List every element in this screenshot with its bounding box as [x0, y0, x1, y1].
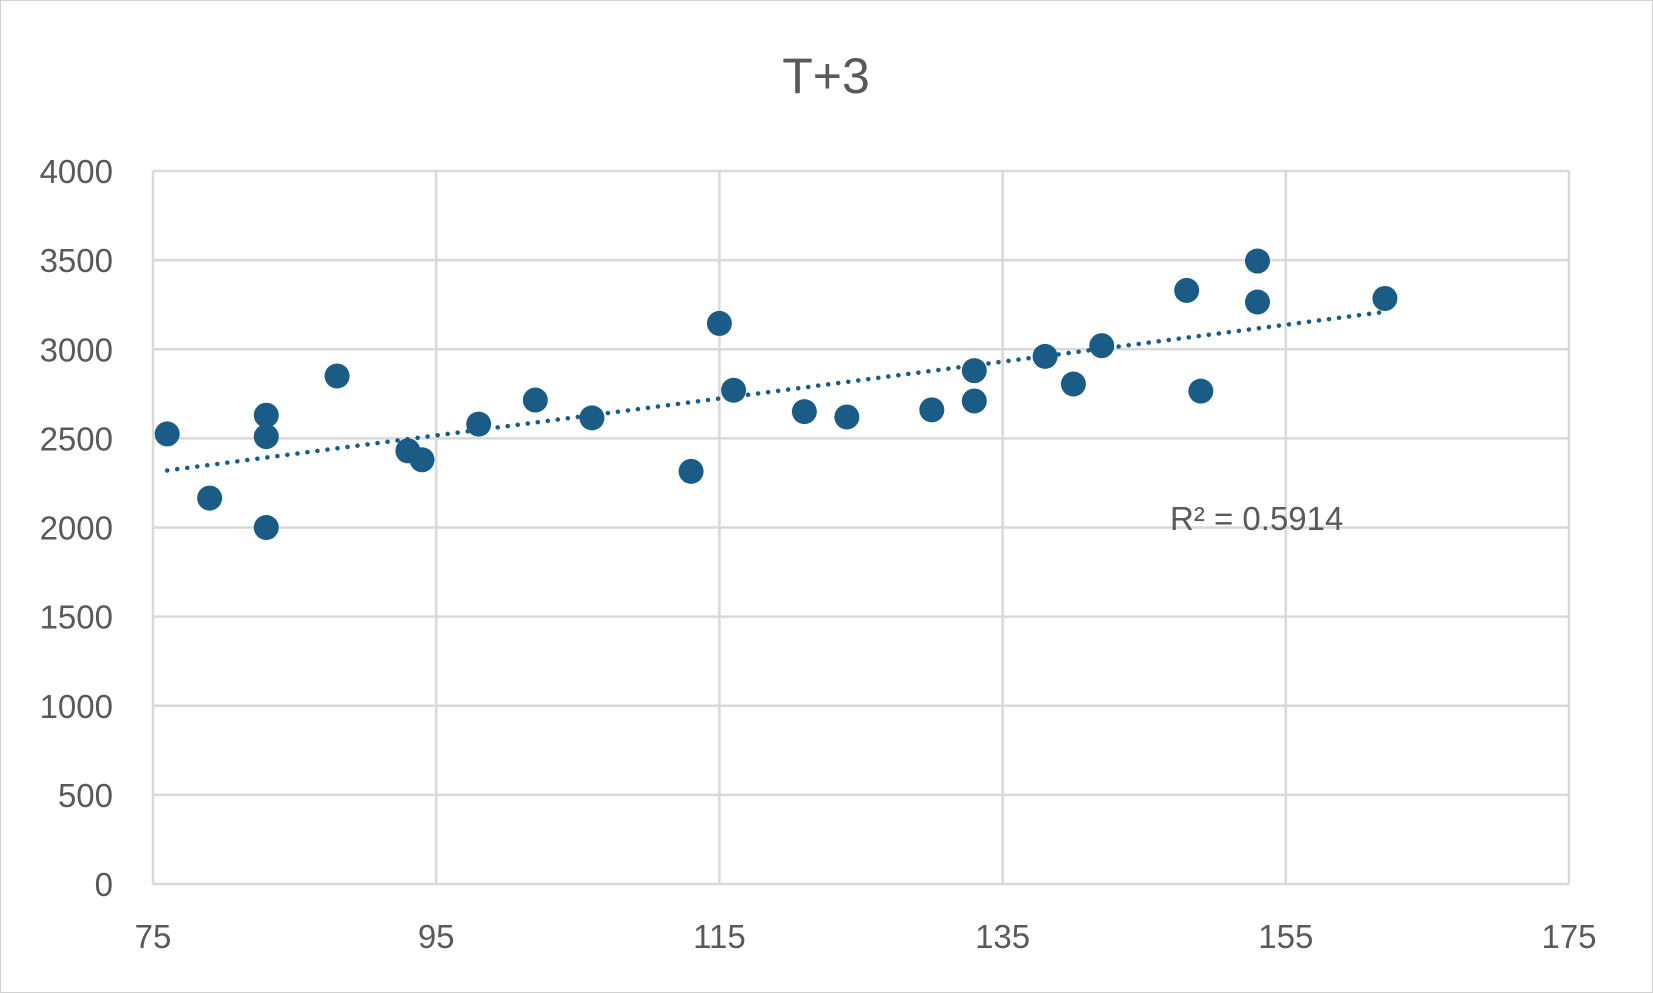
y-tick-label: 1500 — [40, 599, 113, 636]
y-tick-label: 4000 — [40, 153, 113, 190]
y-tick-label: 3500 — [40, 242, 113, 279]
chart-title: T+3 — [782, 48, 870, 104]
x-tick-label: 115 — [693, 918, 746, 955]
data-point — [1244, 289, 1270, 315]
data-point — [253, 424, 279, 450]
data-point — [678, 458, 704, 484]
y-axis-ticks: 0 500 1000 1500 2000 2500 3000 3500 4000 — [40, 153, 113, 903]
data-point — [324, 363, 350, 389]
data-point — [919, 397, 945, 423]
r-squared-label: R² = 0.5914 — [1170, 500, 1343, 537]
data-point — [253, 402, 279, 428]
y-tick-label: 2500 — [40, 420, 113, 457]
data-points — [154, 248, 1398, 540]
data-point — [706, 310, 732, 336]
data-point — [791, 399, 817, 425]
data-point — [154, 421, 180, 447]
data-point — [1032, 343, 1058, 369]
x-axis-ticks: 75 95 115 135 155 175 — [135, 918, 1597, 955]
y-tick-label: 3000 — [40, 331, 113, 368]
data-point — [579, 405, 605, 431]
data-point — [253, 515, 279, 540]
data-point — [197, 485, 223, 511]
y-tick-label: 0 — [95, 866, 113, 903]
data-point — [961, 388, 987, 414]
y-tick-label: 2000 — [40, 510, 113, 547]
x-tick-label: 75 — [135, 918, 172, 955]
grid-lines — [151, 169, 1571, 886]
data-point — [1244, 248, 1270, 274]
data-point — [1174, 277, 1200, 303]
trendline-line — [164, 309, 1388, 473]
y-tick-label: 1000 — [40, 688, 113, 725]
data-point — [1089, 333, 1115, 359]
x-tick-label: 175 — [1541, 918, 1596, 955]
x-tick-label: 155 — [1258, 918, 1313, 955]
data-point — [409, 447, 435, 473]
x-tick-label: 95 — [418, 918, 455, 955]
data-point — [466, 411, 492, 437]
data-point — [1188, 378, 1214, 404]
data-point — [834, 404, 860, 430]
data-point — [721, 377, 747, 403]
data-point — [1372, 285, 1398, 311]
trendline — [164, 309, 1388, 473]
x-tick-label: 135 — [975, 918, 1030, 955]
data-point — [1060, 371, 1086, 397]
data-point — [522, 387, 548, 413]
y-tick-label: 500 — [58, 777, 113, 814]
data-point — [961, 358, 987, 384]
